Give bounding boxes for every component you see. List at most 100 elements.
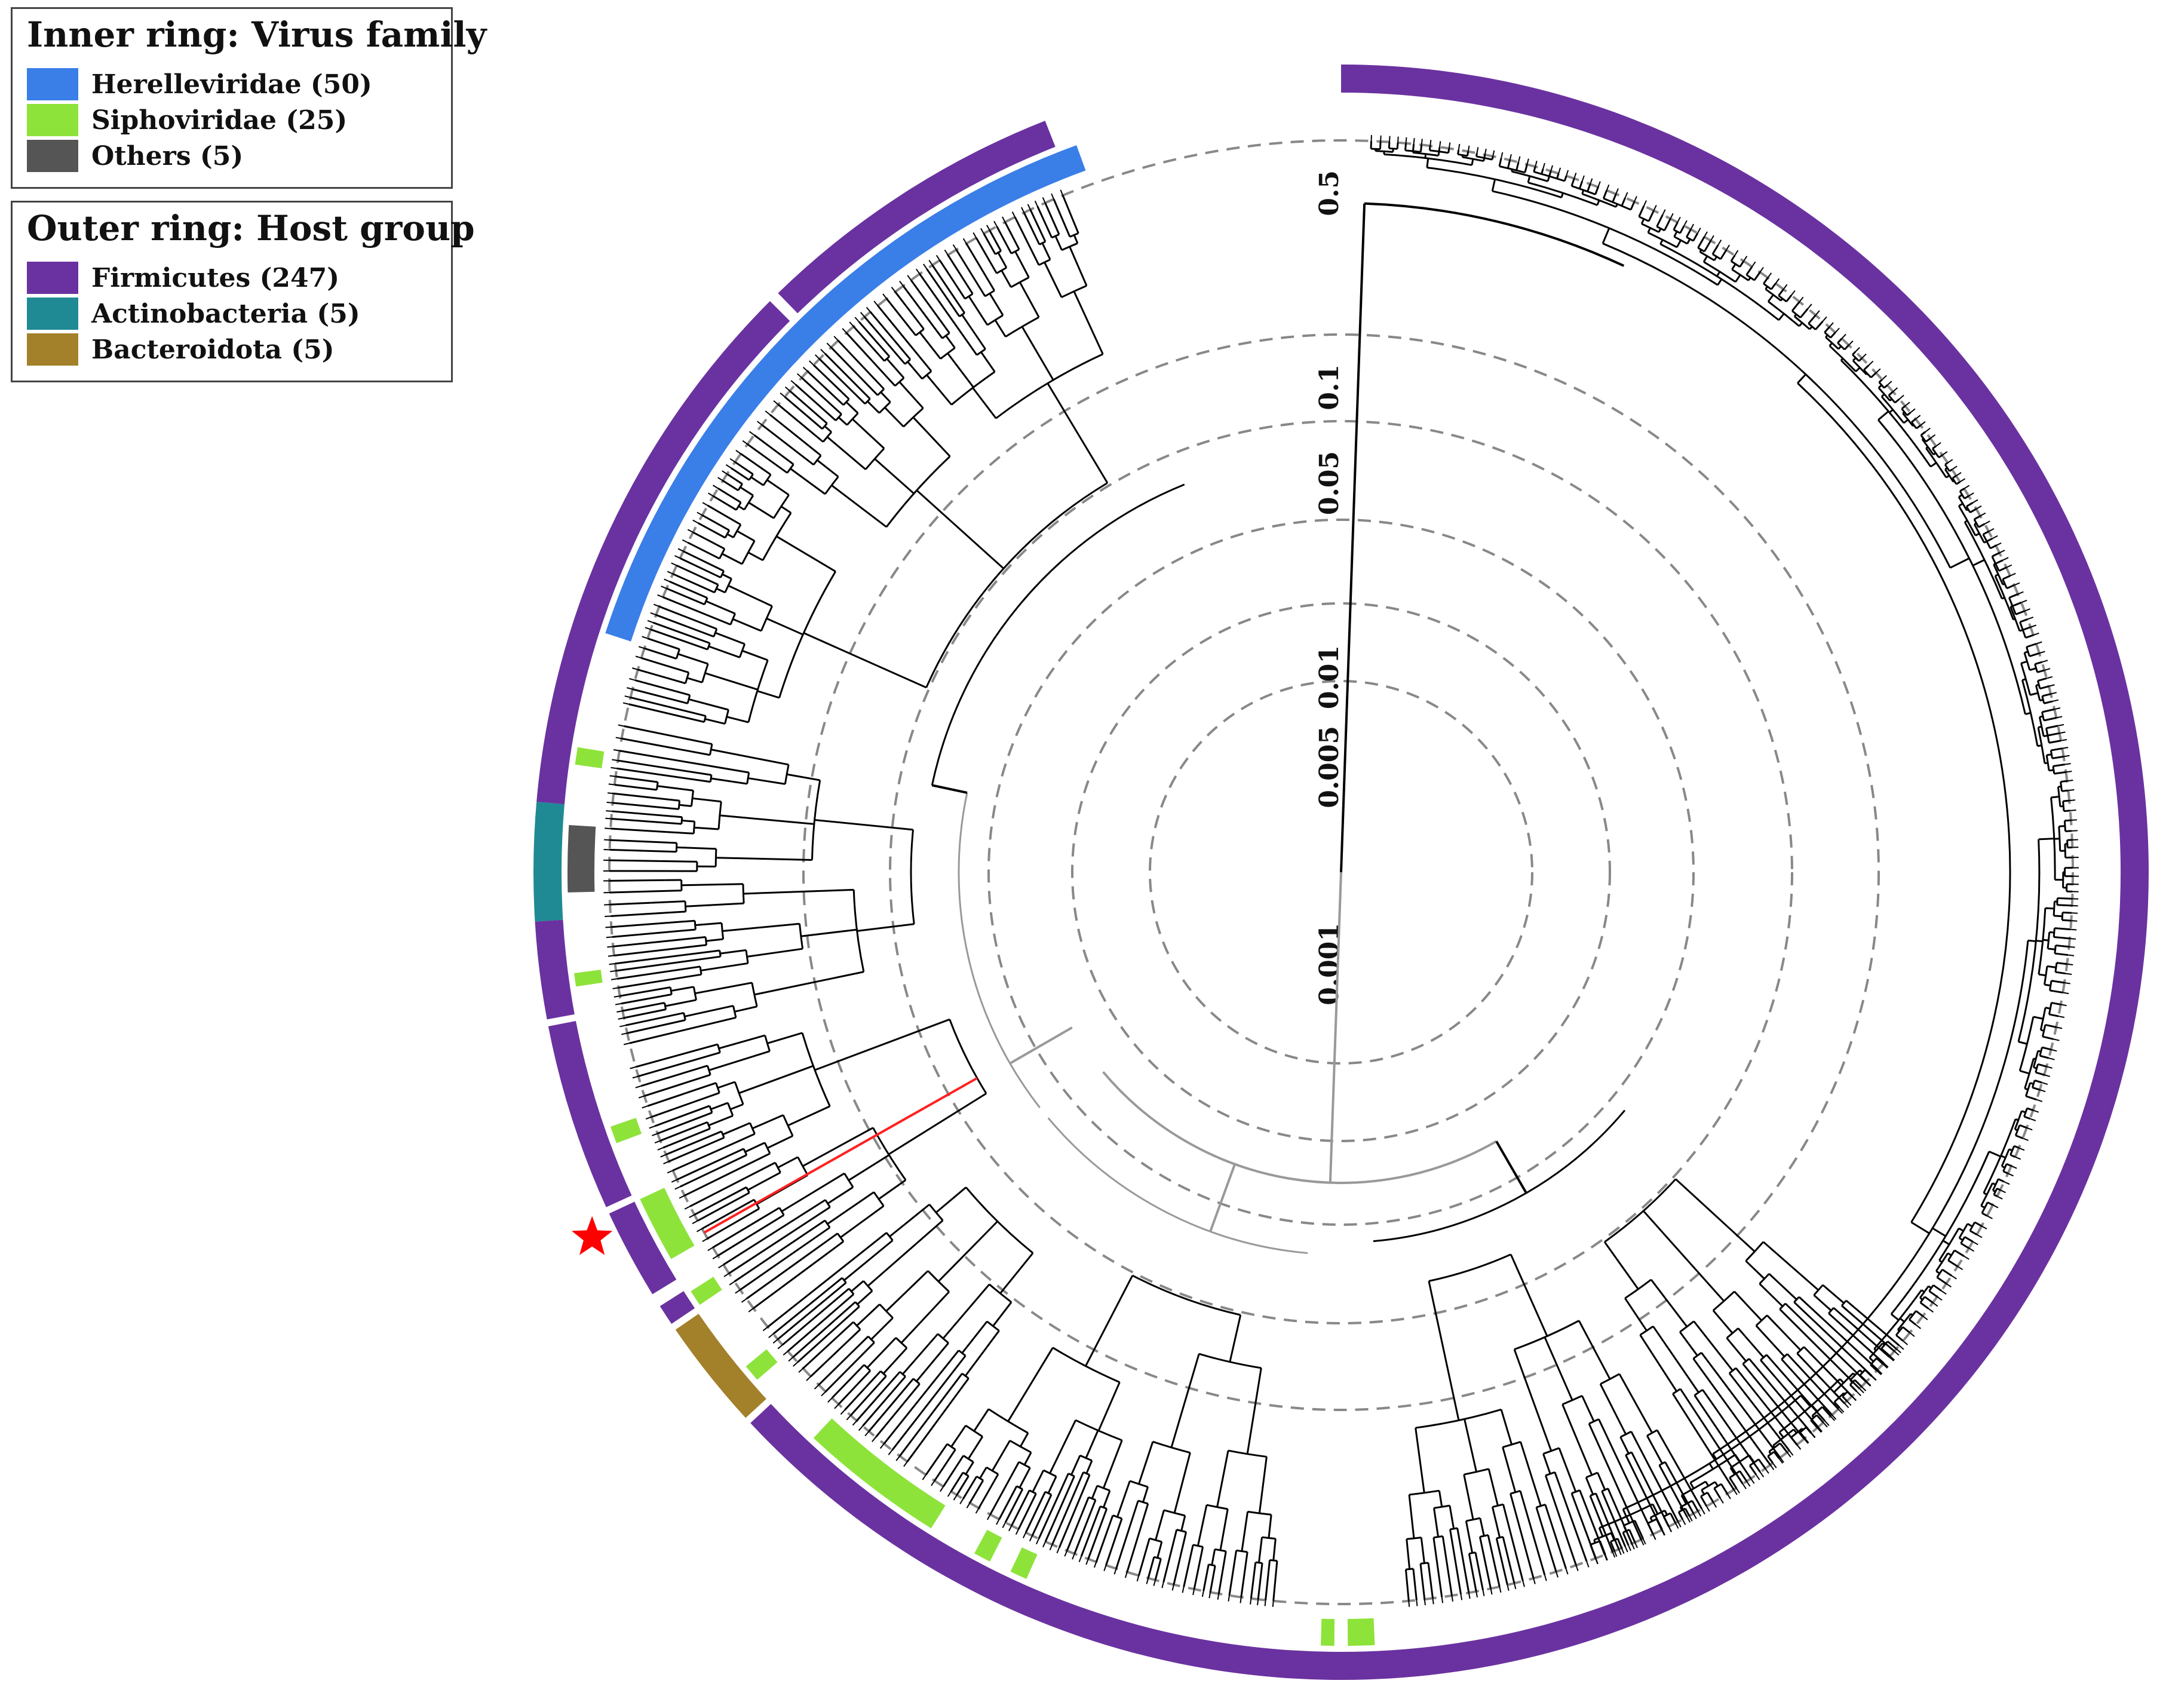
branch-arc: [1935, 1252, 1949, 1272]
branch-line: [707, 1222, 735, 1240]
branch-line: [1689, 1482, 1695, 1489]
inner-ring-siphoviridae: [574, 970, 603, 987]
tip-mark: [1815, 310, 1820, 316]
branch-line: [1023, 1452, 1032, 1465]
branch-line: [712, 1219, 759, 1249]
branch-line: [1956, 481, 1961, 485]
branch-line: [961, 1320, 988, 1354]
branch-line: [1603, 1241, 1639, 1290]
tip-mark: [2066, 771, 2072, 773]
branch-line: [1932, 445, 1937, 450]
branch-line: [1630, 201, 1636, 210]
branch-line: [2044, 717, 2057, 722]
branch-line: [2038, 725, 2042, 729]
branch-line: [1958, 494, 1963, 498]
branch-arc: [1132, 1274, 1241, 1316]
branch-line: [1170, 1353, 1200, 1448]
branch-line: [1673, 222, 1679, 231]
tip-mark: [1726, 244, 1731, 251]
branch-arc: [903, 407, 924, 428]
branch-line: [609, 848, 644, 852]
branch-line: [1974, 515, 1981, 520]
tip-mark: [939, 1486, 944, 1492]
tip-mark: [872, 1436, 876, 1442]
branch-line: [1570, 178, 1575, 186]
branch-line: [2018, 1041, 2027, 1045]
branch-line: [674, 690, 691, 696]
branch-line: [2058, 927, 2071, 931]
tip-mark: [1136, 1575, 1140, 1582]
tip-mark: [2056, 1026, 2063, 1029]
branch-arc: [1428, 1253, 1511, 1282]
tip-mark: [612, 987, 619, 989]
branch-line: [677, 653, 708, 665]
branch-line: [747, 1172, 781, 1191]
branch-arc: [1731, 268, 1749, 281]
branch-line: [808, 1226, 831, 1243]
branch-line: [1021, 326, 1054, 381]
branch-line: [2037, 677, 2047, 682]
branch-line: [621, 737, 671, 749]
branch-line: [886, 1376, 906, 1399]
branch-line: [652, 621, 710, 645]
tip-mark: [1643, 200, 1647, 207]
branch-line: [1904, 1328, 1911, 1333]
branch-line: [1465, 1520, 1474, 1553]
branch-line: [1515, 1513, 1535, 1579]
branch-line: [1664, 218, 1671, 231]
tip-mark: [735, 449, 741, 455]
branch-line: [965, 1461, 974, 1475]
branch-line: [1464, 1419, 1477, 1473]
tip-mark: [1544, 1575, 1547, 1581]
branch-line: [714, 565, 725, 572]
branch-line: [1408, 1494, 1415, 1539]
branch-line: [2056, 944, 2062, 947]
branch-line: [1097, 1382, 1121, 1431]
branch-line: [1751, 1469, 1757, 1476]
tip-mark: [864, 1431, 870, 1437]
branch-line: [975, 237, 991, 263]
branch-arc: [1938, 1228, 1960, 1261]
tip-mark: [1769, 1464, 1775, 1470]
branch-line: [1217, 1559, 1226, 1594]
branch-line: [701, 514, 717, 524]
tip-mark: [661, 585, 667, 589]
branch-line: [2002, 575, 2011, 580]
branch-arc: [1047, 1117, 1308, 1255]
branch-line: [1519, 1491, 1526, 1507]
outer-ring-firmicutes: [535, 919, 575, 1020]
branch-line: [609, 890, 652, 894]
branch-arc: [2048, 980, 2053, 991]
scale-circle-0.5: [608, 139, 2074, 1605]
branch-line: [1073, 1511, 1092, 1554]
branch-line: [1773, 1451, 1780, 1459]
branch-line: [1817, 1415, 1824, 1424]
branch-line: [942, 1283, 990, 1339]
tip-mark: [718, 1264, 724, 1269]
branch-line: [827, 1287, 850, 1307]
tip-mark: [1898, 394, 1904, 400]
tip-mark: [1968, 492, 1974, 497]
tip-mark: [1550, 165, 1553, 171]
branch-line: [868, 372, 885, 390]
tip-mark: [1113, 1568, 1117, 1575]
branch-line: [1768, 1273, 1797, 1301]
tip-mark: [2018, 1147, 2025, 1151]
tip-mark: [1613, 1550, 1618, 1557]
branch-line: [1906, 412, 1912, 416]
branch-line: [685, 902, 744, 907]
tip-mark: [692, 1220, 698, 1225]
branch-line: [1596, 1440, 1642, 1540]
tip-mark: [1146, 1578, 1149, 1584]
branch-line: [710, 541, 725, 550]
branch-line: [1031, 1493, 1037, 1502]
branch-line: [1830, 332, 1836, 339]
branch-arc: [988, 1408, 1029, 1434]
tip-mark: [1027, 204, 1031, 210]
branch-arc: [873, 1191, 885, 1207]
branch-line: [618, 759, 712, 776]
branch-line: [2057, 897, 2073, 900]
tip-mark: [2000, 1189, 2006, 1194]
branch-line: [1659, 239, 1664, 245]
branch-line: [944, 1449, 956, 1465]
